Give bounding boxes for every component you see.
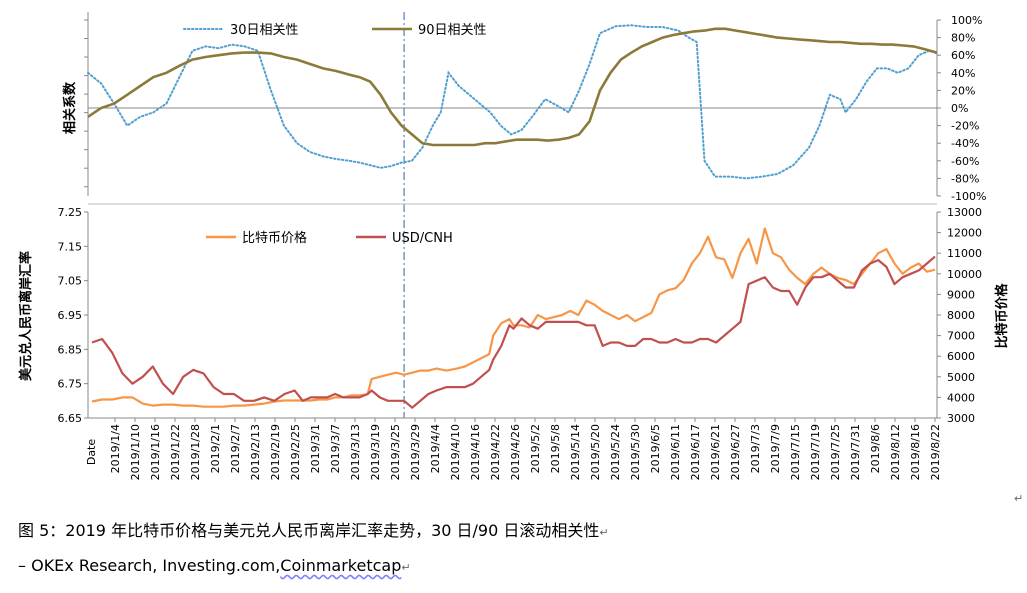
paragraph-mark: ↵	[1014, 492, 1024, 505]
bottom-right-tick-label: 6000	[947, 350, 975, 363]
top-y-tick-label: 60%	[951, 49, 975, 62]
x-tick-label: 2019/3/29	[409, 424, 422, 480]
figure-source: – OKEx Research, Investing.com,Coinmarke…	[18, 556, 411, 575]
x-tick-label: 2019/5/14	[569, 424, 582, 480]
bottom-right-tick-label: 3000	[947, 412, 975, 425]
bottom-left-tick-label: 7.05	[58, 275, 83, 288]
top-y-tick-label: -60%	[951, 155, 979, 168]
x-tick-label: 2019/5/2	[529, 424, 542, 473]
bottom-left-tick-label: 6.95	[58, 309, 83, 322]
bottom-left-tick-label: 7.15	[58, 240, 83, 253]
source-paragraph-mark: ↵	[401, 561, 411, 574]
bottom-legend-label: 比特币价格	[242, 230, 307, 246]
x-tick-label: 2019/5/8	[549, 424, 562, 473]
series-90d-correlation-line	[87, 27, 938, 147]
top-y-tick-label: 80%	[951, 32, 975, 45]
x-tick-label: 2019/2/19	[269, 424, 282, 480]
x-tick-label: 2019/5/24	[609, 424, 622, 480]
bottom-right-tick-label: 11000	[947, 247, 982, 260]
bottom-right-tick-label: 5000	[947, 371, 975, 384]
source-separator: ,	[275, 556, 281, 575]
bottom-right-tick-label: 13000	[947, 206, 982, 219]
x-tick-label: 2019/1/10	[129, 424, 142, 480]
bottom-right-tick-label: 10000	[947, 268, 982, 281]
bottom-right-tick-label: 8000	[947, 309, 975, 322]
bottom-right-tick-label: 7000	[947, 330, 975, 343]
x-tick-label: 2019/2/7	[229, 424, 242, 473]
source-name-okex: OKEx Research	[31, 556, 153, 575]
x-tick-label: 2019/6/21	[709, 424, 722, 480]
top-legend-label: 90日相关性	[418, 23, 487, 38]
source-prefix: –	[18, 556, 32, 575]
top-y-tick-label: -100%	[951, 190, 986, 203]
x-tick-label: 2019/7/25	[829, 424, 842, 480]
series-usd-cnh-line	[91, 255, 936, 409]
top-y-tick-label: 100%	[951, 14, 982, 27]
bottom-left-tick-label: 6.85	[58, 343, 83, 356]
x-tick-label: 2019/8/16	[909, 424, 922, 480]
caption-text: 图 5：2019 年比特币价格与美元兑人民币离岸汇率走势，30 日/90 日滚动…	[18, 521, 600, 540]
x-tick-label: 2019/4/16	[469, 424, 482, 480]
x-tick-label: 2019/3/25	[389, 424, 402, 480]
x-tick-label: 2019/7/3	[749, 424, 762, 473]
caption-paragraph-mark: ↵	[599, 526, 609, 539]
x-tick-label: 2019/3/19	[369, 424, 382, 480]
top-y-tick-label: -40%	[951, 137, 979, 150]
top-panel-correlation: 100% 80% 60% 40% 20% 0% -20% -40% -60% -80% -100% 相…	[62, 12, 986, 418]
x-tick-label: 2019/1/16	[149, 424, 162, 480]
bottom-right-tick-label: 9000	[947, 288, 975, 301]
x-tick-label: 2019/2/1	[209, 424, 222, 473]
source-name-coinmarketcap: Coinmarketcap	[280, 556, 402, 575]
x-tick-label: 2019/3/7	[329, 424, 342, 473]
bottom-left-tick-label: 6.65	[58, 412, 83, 425]
series-btc-price-line	[91, 227, 936, 408]
x-axis-date-label: Date	[85, 439, 98, 466]
source-separator: ,	[152, 556, 163, 575]
top-y-tick-label: 0%	[951, 102, 968, 115]
x-tick-label: 2019/5/20	[589, 424, 602, 480]
bottom-left-axis-title: 美元兑人民币离岸汇率	[18, 251, 34, 381]
top-y-tick-label: -80%	[951, 172, 979, 185]
x-tick-label: 2019/2/25	[289, 424, 302, 480]
x-tick-label: 2019/7/15	[789, 424, 802, 480]
top-y-tick-label: 40%	[951, 67, 975, 80]
x-tick-label: 2019/8/12	[889, 424, 902, 480]
top-legend-label: 30日相关性	[230, 23, 299, 38]
x-tick-label: 2019/1/22	[169, 424, 182, 480]
x-tick-label: 2019/7/19	[809, 424, 822, 480]
top-y-tick-label: -20%	[951, 120, 979, 133]
x-tick-label: 2019/6/5	[649, 424, 662, 473]
x-tick-label: 2019/3/13	[349, 424, 362, 480]
x-tick-label: 2019/7/31	[849, 424, 862, 480]
x-tick-label: 2019/5/30	[629, 424, 642, 480]
series-30d-correlation-line	[87, 24, 938, 180]
x-tick-label: 2019/8/22	[929, 424, 942, 480]
bottom-left-tick-label: 7.25	[58, 206, 83, 219]
bottom-panel-price-fx: 7.25 7.15 7.05 6.95 6.85 6.75 6.65 13000 12000 11…	[18, 203, 1010, 480]
top-y-tick-label: 20%	[951, 84, 975, 97]
x-tick-label: 2019/6/11	[669, 424, 682, 480]
x-tick-label: 2019/4/10	[449, 424, 462, 480]
x-tick-label: 2019/1/4	[109, 424, 122, 473]
bottom-right-tick-label: 4000	[947, 391, 975, 404]
bottom-left-tick-label: 6.75	[58, 378, 83, 391]
x-tick-label: 2019/6/27	[729, 424, 742, 480]
x-tick-label: 2019/4/26	[509, 424, 522, 480]
x-tick-label: 2019/3/1	[309, 424, 322, 473]
bottom-right-tick-label: 12000	[947, 227, 982, 240]
x-tick-label: 2019/4/4	[429, 424, 442, 473]
x-tick-label: 2019/1/28	[189, 424, 202, 480]
top-y-axis-title: 相关系数	[62, 81, 78, 134]
bottom-right-axis-title: 比特币价格	[994, 283, 1010, 349]
bottom-legend-label: USD/CNH	[392, 231, 453, 246]
x-tick-label: 2019/7/9	[769, 424, 782, 473]
x-tick-label: 2019/4/22	[489, 424, 502, 480]
figure-caption: 图 5：2019 年比特币价格与美元兑人民币离岸汇率走势，30 日/90 日滚动…	[18, 517, 609, 541]
x-tick-label: 2019/8/6	[869, 424, 882, 473]
x-tick-label: 2019/2/13	[249, 424, 262, 480]
x-tick-label: 2019/6/17	[689, 424, 702, 480]
source-name-investing: Investing.com	[162, 556, 276, 575]
